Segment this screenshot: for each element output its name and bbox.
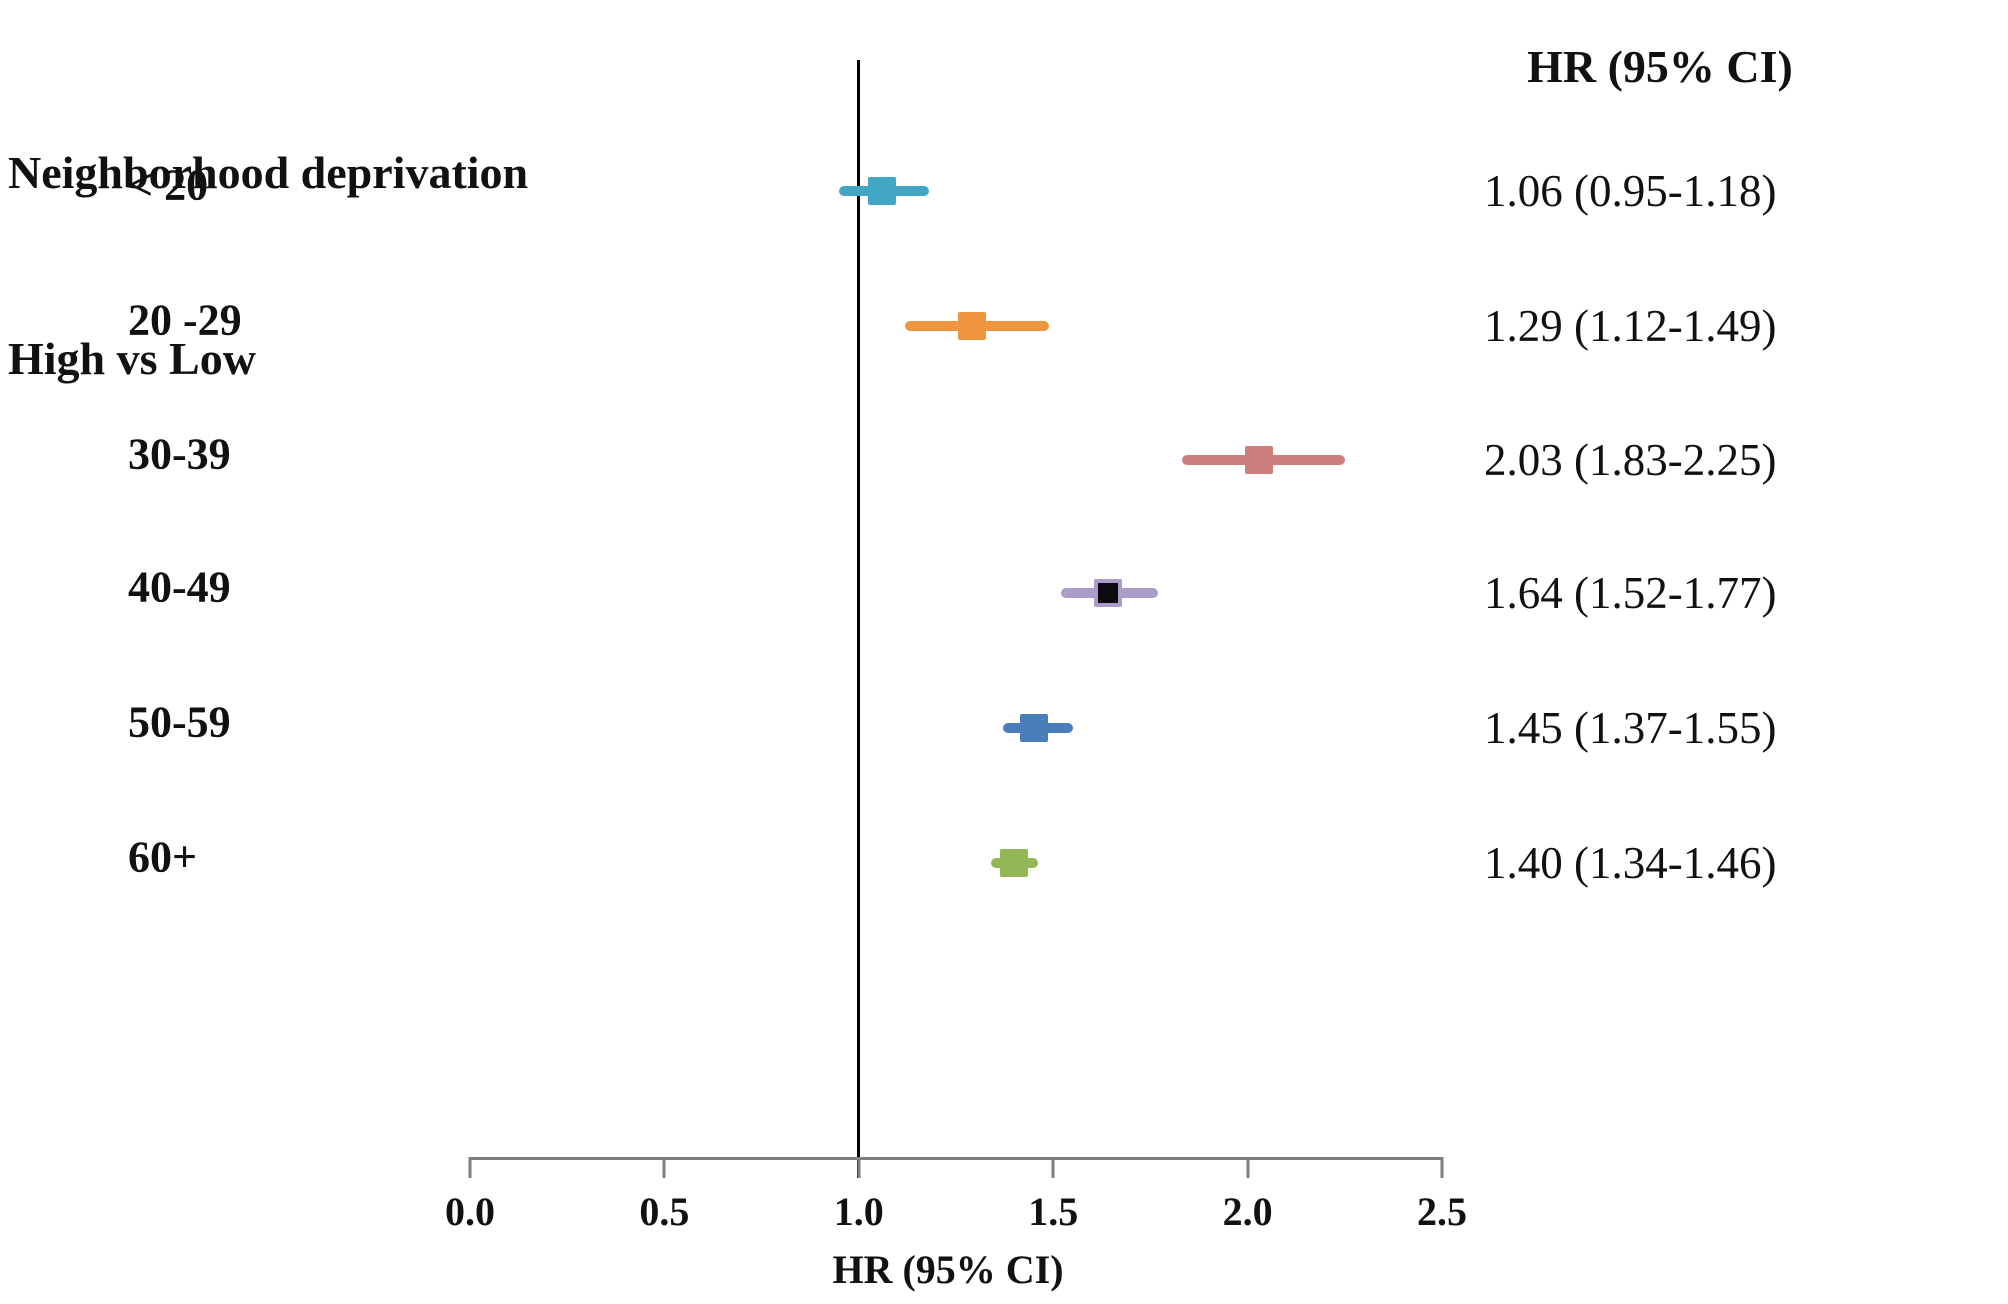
x-axis-tick-label: 1.0 bbox=[833, 1189, 884, 1234]
row-label: 30-39 bbox=[128, 429, 231, 479]
x-axis-title: HR (95% CI) bbox=[832, 1247, 1064, 1292]
x-axis-tick-label: 0.0 bbox=[445, 1189, 495, 1234]
x-axis-tick-label: 2.0 bbox=[1222, 1189, 1273, 1234]
chart-title: Neighborhood deprivation High vs Low bbox=[8, 18, 528, 514]
x-axis-tick-label: 0.5 bbox=[639, 1189, 690, 1234]
row-label: 20 -29 bbox=[128, 295, 242, 345]
row-label: < 20 bbox=[128, 160, 209, 210]
hr-value: 2.03 (1.83-2.25) bbox=[1484, 435, 1777, 485]
x-axis-tick-label: 2.5 bbox=[1417, 1189, 1467, 1234]
forest-marker bbox=[868, 177, 897, 205]
row-label: 60+ bbox=[128, 832, 198, 882]
forest-marker bbox=[957, 312, 986, 340]
hr-value: 1.29 (1.12-1.49) bbox=[1484, 301, 1777, 351]
x-axis-tick bbox=[468, 1157, 472, 1178]
x-axis-tick-label: 1.5 bbox=[1028, 1189, 1079, 1234]
hr-value: 1.06 (0.95-1.18) bbox=[1484, 166, 1777, 216]
hr-value: 1.40 (1.34-1.46) bbox=[1484, 838, 1777, 888]
forest-marker bbox=[1093, 579, 1122, 607]
hr-column-header: HR (95% CI) bbox=[1527, 41, 1793, 92]
forest-marker bbox=[1000, 849, 1029, 877]
hr-value: 1.64 (1.52-1.77) bbox=[1484, 568, 1777, 618]
x-axis-tick bbox=[662, 1157, 666, 1178]
forest-marker bbox=[1245, 446, 1274, 474]
x-axis-tick bbox=[1051, 1157, 1055, 1178]
reference-line bbox=[857, 60, 861, 1178]
forest-marker bbox=[1019, 714, 1048, 742]
hr-value: 1.45 (1.37-1.55) bbox=[1484, 703, 1777, 753]
chart-title-line1: Neighborhood deprivation bbox=[8, 147, 529, 198]
row-label: 50-59 bbox=[128, 697, 231, 747]
chart-title-line2: High vs Low bbox=[8, 333, 256, 384]
x-axis bbox=[470, 1157, 1442, 1160]
x-axis-tick bbox=[1246, 1157, 1250, 1178]
x-axis-tick bbox=[1440, 1157, 1444, 1178]
x-axis-tick bbox=[857, 1157, 861, 1178]
row-label: 40-49 bbox=[128, 562, 231, 612]
